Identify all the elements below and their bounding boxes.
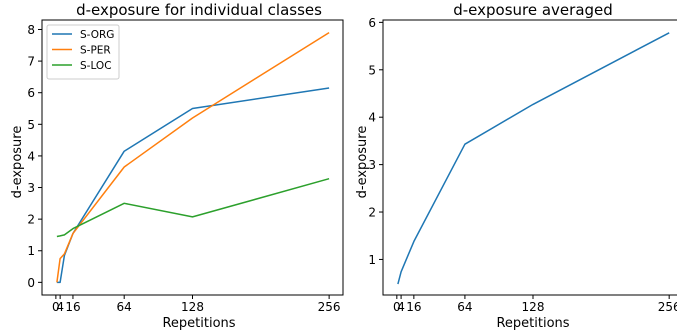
x-tick-label: 4 — [56, 300, 64, 314]
left-chart-legend: S-ORG S-PER S-LOC — [46, 24, 120, 80]
x-tick-label: 64 — [117, 300, 132, 314]
x-tick-label: 128 — [181, 300, 204, 314]
y-tick-label: 4 — [368, 111, 376, 125]
right-chart-title: d-exposure averaged — [453, 1, 613, 19]
right-chart-y-ticks: 1 2 3 4 5 6 — [368, 16, 383, 267]
right-chart-lines — [397, 32, 670, 285]
series-line-average — [397, 32, 670, 285]
x-tick-label: 16 — [406, 300, 421, 314]
legend-label: S-PER — [80, 45, 111, 57]
x-tick-label: 0 — [393, 300, 401, 314]
y-tick-label: 5 — [368, 63, 376, 77]
left-chart-y-ticks: 0 1 2 3 4 5 6 7 8 — [27, 23, 42, 290]
y-tick-label: 5 — [27, 118, 35, 132]
left-chart-y-axis-label: d-exposure — [10, 126, 25, 199]
right-chart-y-axis-label: d-exposure — [355, 126, 370, 199]
y-tick-label: 3 — [27, 181, 35, 195]
right-chart-x-ticks: 04 16 64 128 256 — [393, 295, 677, 314]
series-line-s-loc — [56, 177, 330, 238]
x-tick-label: 64 — [457, 300, 472, 314]
legend-label: S-LOC — [80, 60, 112, 72]
y-tick-label: 6 — [27, 86, 35, 100]
y-tick-label: 2 — [27, 213, 35, 227]
left-chart-plot-frame — [41, 19, 344, 296]
right-chart-plot-frame — [382, 19, 677, 296]
series-line-s-per — [56, 31, 330, 283]
right-chart-x-axis-label: Repetitions — [496, 316, 569, 331]
y-tick-label: 6 — [368, 16, 376, 30]
x-tick-label: 4 — [397, 300, 405, 314]
x-tick-label: 256 — [658, 300, 677, 314]
legend-label: S-ORG — [80, 29, 114, 41]
y-tick-label: 2 — [368, 206, 376, 220]
left-chart-panel: d-exposure for individual classes Repeti… — [10, 1, 344, 331]
y-tick-label: 1 — [368, 253, 376, 267]
y-tick-label: 7 — [27, 55, 35, 69]
x-tick-label: 0 — [52, 300, 60, 314]
left-chart-title: d-exposure for individual classes — [76, 1, 322, 19]
y-tick-label: 8 — [27, 23, 35, 37]
y-tick-label: 4 — [27, 149, 35, 163]
x-tick-label: 256 — [318, 300, 341, 314]
y-tick-label: 3 — [368, 158, 376, 172]
right-chart-panel: d-exposure averaged Repetitions d-exposu… — [355, 1, 677, 331]
y-tick-label: 0 — [27, 276, 35, 290]
left-chart-x-ticks: 04 16 64 128 256 — [52, 295, 341, 314]
left-chart-x-axis-label: Repetitions — [162, 316, 235, 331]
x-tick-label: 128 — [522, 300, 545, 314]
x-tick-label: 16 — [65, 300, 80, 314]
left-chart-lines — [56, 31, 330, 284]
y-tick-label: 1 — [27, 244, 35, 258]
